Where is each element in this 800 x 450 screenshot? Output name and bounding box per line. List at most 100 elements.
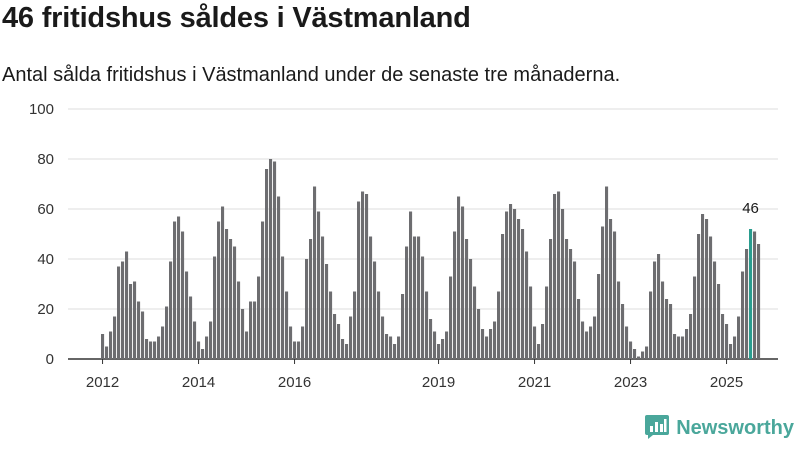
bar xyxy=(257,276,261,359)
bar xyxy=(129,284,133,359)
bar xyxy=(557,191,561,359)
bar xyxy=(633,349,637,359)
bar xyxy=(393,344,397,359)
bar xyxy=(337,324,341,359)
bar xyxy=(341,339,345,359)
bar xyxy=(677,336,681,359)
brand-name: Newsworthy xyxy=(676,417,794,439)
bar xyxy=(485,336,489,359)
y-tick-label: 100 xyxy=(29,101,54,118)
bar xyxy=(613,231,617,359)
y-tick-label: 40 xyxy=(37,251,54,268)
bar-highlight xyxy=(749,229,753,359)
bar xyxy=(429,319,433,359)
bar xyxy=(253,301,257,359)
bar xyxy=(185,271,189,359)
bar xyxy=(617,281,621,359)
bar xyxy=(249,301,253,359)
bar xyxy=(421,256,425,359)
x-tick-label: 2016 xyxy=(278,374,311,391)
bar xyxy=(733,336,737,359)
bar xyxy=(461,206,465,359)
bar xyxy=(721,314,725,359)
bar xyxy=(413,236,417,359)
bar xyxy=(649,291,653,359)
bar xyxy=(181,231,185,359)
bar xyxy=(173,221,177,359)
y-tick-label: 80 xyxy=(37,151,54,168)
bar xyxy=(717,284,721,359)
bar xyxy=(333,314,337,359)
bar xyxy=(577,299,581,359)
bar xyxy=(665,299,669,359)
bar xyxy=(309,239,313,359)
bar xyxy=(453,231,457,359)
bar xyxy=(465,239,469,359)
bar xyxy=(145,339,149,359)
bar xyxy=(477,309,481,359)
bar xyxy=(101,334,105,359)
bar xyxy=(237,281,241,359)
bar xyxy=(157,336,161,359)
bar xyxy=(301,326,305,359)
bar xyxy=(177,216,181,359)
bar xyxy=(133,281,137,359)
bar xyxy=(389,336,393,359)
bar xyxy=(513,209,517,359)
bar xyxy=(457,196,461,359)
bar xyxy=(205,336,209,359)
bar xyxy=(625,326,629,359)
bar xyxy=(349,316,353,359)
bar xyxy=(401,294,405,359)
bar xyxy=(581,321,585,359)
bar xyxy=(169,261,173,359)
chart-title: 46 fritidshus såldes i Västmanland xyxy=(2,2,471,34)
bar xyxy=(265,169,269,359)
bar xyxy=(705,219,709,359)
bar xyxy=(593,316,597,359)
bar xyxy=(289,326,293,359)
bar xyxy=(325,264,329,359)
bar xyxy=(601,226,605,359)
bar xyxy=(745,249,749,359)
bar xyxy=(565,239,569,359)
newsworthy-logo-icon xyxy=(644,413,670,444)
bar xyxy=(321,236,325,359)
bar xyxy=(645,346,649,359)
bar xyxy=(505,211,509,359)
bar xyxy=(381,316,385,359)
bar xyxy=(213,256,217,359)
bar xyxy=(225,229,229,359)
bar xyxy=(697,234,701,359)
bar xyxy=(661,281,665,359)
bar xyxy=(361,191,365,359)
bar xyxy=(153,341,157,359)
y-axis-ticks: 0 20 40 60 80 100 xyxy=(29,101,54,368)
bar xyxy=(345,344,349,359)
bar xyxy=(637,356,641,359)
bar xyxy=(481,329,485,359)
bar xyxy=(105,346,109,359)
bar xyxy=(161,326,165,359)
bar xyxy=(561,209,565,359)
bar xyxy=(541,324,545,359)
chart-subtitle: Antal sålda fritidshus i Västmanland und… xyxy=(2,64,621,86)
bar xyxy=(209,321,213,359)
bar xyxy=(409,211,413,359)
bar xyxy=(373,261,377,359)
bar xyxy=(269,159,273,359)
bar xyxy=(525,251,529,359)
x-tick-label: 2014 xyxy=(182,374,215,391)
bar xyxy=(641,351,645,359)
bar xyxy=(313,186,317,359)
bar xyxy=(201,349,205,359)
bar xyxy=(357,201,361,359)
bar xyxy=(549,239,553,359)
bar xyxy=(441,339,445,359)
bar xyxy=(741,271,745,359)
bar xyxy=(425,291,429,359)
bar xyxy=(521,229,525,359)
bar xyxy=(509,204,513,359)
bar xyxy=(597,274,601,359)
bar xyxy=(149,341,153,359)
